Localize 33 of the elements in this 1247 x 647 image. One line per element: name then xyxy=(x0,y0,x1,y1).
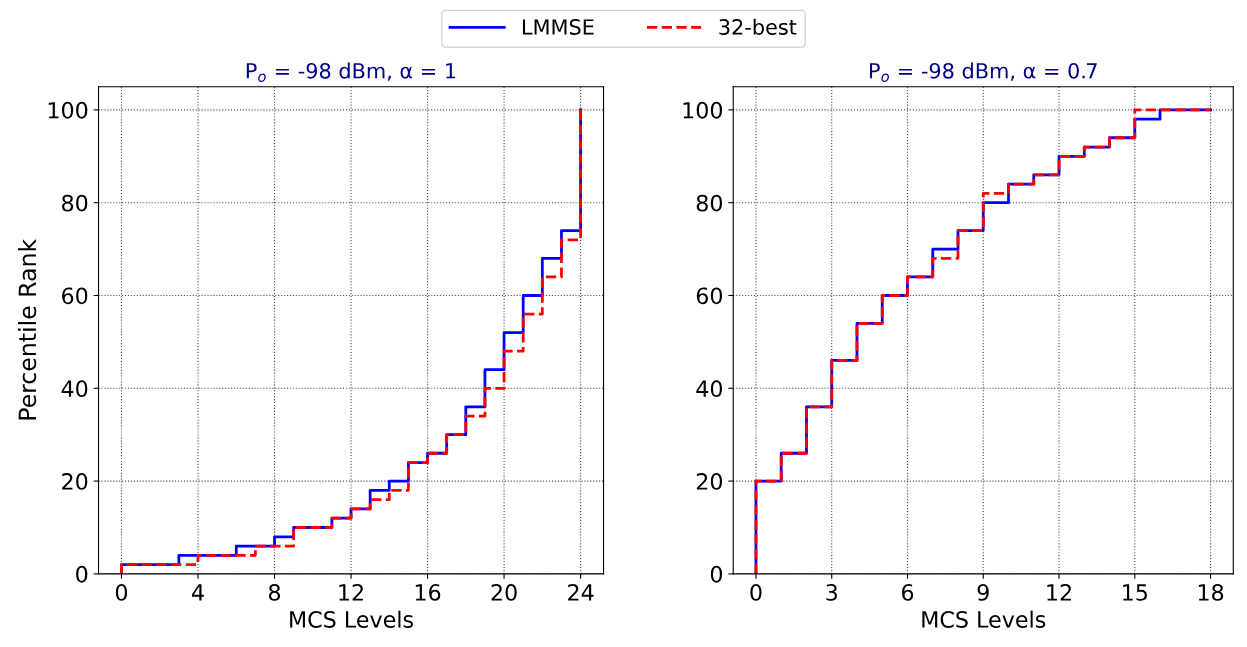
x-tick-label: 6 xyxy=(901,584,914,601)
y-tick-label: 20 xyxy=(696,473,723,490)
y-tick-label: 60 xyxy=(696,287,723,305)
x-tick-label: 12 xyxy=(1047,584,1071,601)
legend-label: LMMSE xyxy=(522,19,594,35)
y-axis-title: Percentile Rank xyxy=(17,238,37,420)
x-tick-label: 0 xyxy=(750,584,762,601)
y-tick-label: 20 xyxy=(62,473,88,490)
y-tick-label: 100 xyxy=(683,101,723,119)
x-tick-label: 0 xyxy=(115,584,128,601)
x-axis-title: MCS Levels xyxy=(922,610,1046,628)
x-tick-label: 18 xyxy=(1198,584,1224,601)
x-tick-label: 8 xyxy=(268,584,281,601)
x-tick-label: 4 xyxy=(192,584,204,601)
x-tick-label: 16 xyxy=(415,584,441,601)
y-tick-label: 80 xyxy=(62,194,88,212)
x-tick-label: 9 xyxy=(977,584,989,601)
y-tick-label: 60 xyxy=(62,287,88,305)
y-tick-label: 0 xyxy=(76,565,88,583)
y-tick-label: 40 xyxy=(61,380,88,398)
chart-title: P$_{o}$ = -98 dBm, α = 1 xyxy=(246,62,456,82)
chart-title: P$_{o}$ = -98 dBm, α = 0.7 xyxy=(869,62,1097,82)
legend-label: 32-best xyxy=(719,18,797,35)
y-tick-label: 80 xyxy=(696,194,723,212)
x-tick-label: 24 xyxy=(568,584,594,601)
x-tick-label: 3 xyxy=(826,584,838,601)
x-tick-label: 15 xyxy=(1123,584,1147,601)
y-tick-label: 0 xyxy=(710,565,723,583)
x-tick-label: 20 xyxy=(491,584,517,601)
x-axis-title: MCS Levels xyxy=(290,610,413,628)
y-tick-label: 40 xyxy=(696,380,723,398)
x-tick-label: 12 xyxy=(339,584,363,601)
y-tick-label: 100 xyxy=(48,101,88,119)
